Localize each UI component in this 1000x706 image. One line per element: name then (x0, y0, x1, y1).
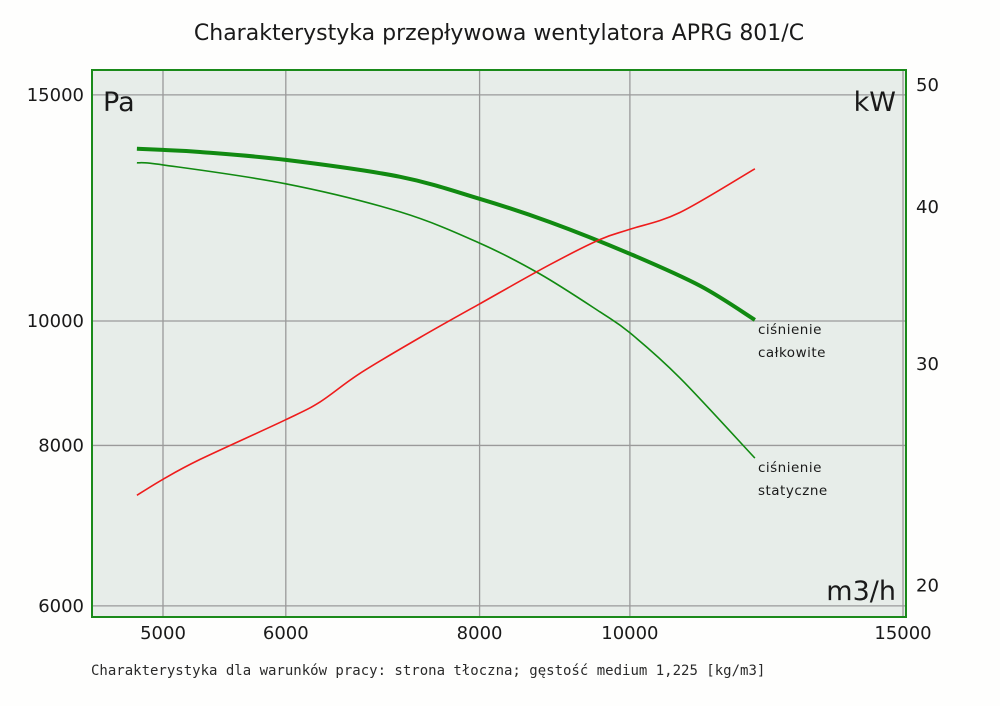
series-line-cisnienie-statyczne (136, 161, 756, 459)
y-left-unit-label: Pa (103, 87, 135, 118)
y-right-tick-label: 40 (916, 197, 939, 218)
series-label-cisnienie-calkowite: ciśnienie (758, 322, 822, 338)
chart-caption: Charakterystyka dla warunków pracy: stro… (91, 663, 765, 679)
y-right-unit-label: kW (854, 87, 896, 118)
x-tick-label: 6000 (263, 623, 309, 644)
x-tick-label: 10000 (601, 623, 658, 644)
y-right-tick-label: 20 (916, 576, 939, 597)
x-tick-label: 5000 (140, 623, 186, 644)
y-right-tick-label: 30 (916, 354, 939, 375)
plot-frame (91, 69, 907, 618)
series-line-cisnienie-calkowite (136, 146, 756, 322)
series-label-cisnienie-statyczne: statyczne (758, 483, 828, 499)
series-label-cisnienie-statyczne: ciśnienie (758, 460, 822, 476)
y-left-tick-label: 6000 (38, 596, 84, 617)
series-label-cisnienie-calkowite: całkowite (758, 345, 826, 361)
y-left-tick-label: 10000 (27, 311, 84, 332)
y-left-tick-label: 8000 (38, 435, 84, 456)
x-tick-label: 15000 (874, 623, 931, 644)
plot-area (92, 70, 906, 617)
series-layer (136, 146, 756, 496)
y-right-tick-label: 50 (916, 75, 939, 96)
series-line-moc (136, 168, 756, 496)
grid (92, 70, 906, 617)
x-tick-label: 8000 (457, 623, 503, 644)
y-left-tick-label: 15000 (27, 85, 84, 106)
series-labels: ciśnienie całkowite ciśnienie statyczne (758, 322, 828, 499)
x-unit-label: m3/h (826, 576, 896, 607)
chart-title: Charakterystyka przepływowa wentylatora … (194, 21, 804, 46)
tick-labels: 5000 6000 8000 10000 15000 6000 8000 10000 15000… (27, 75, 939, 644)
